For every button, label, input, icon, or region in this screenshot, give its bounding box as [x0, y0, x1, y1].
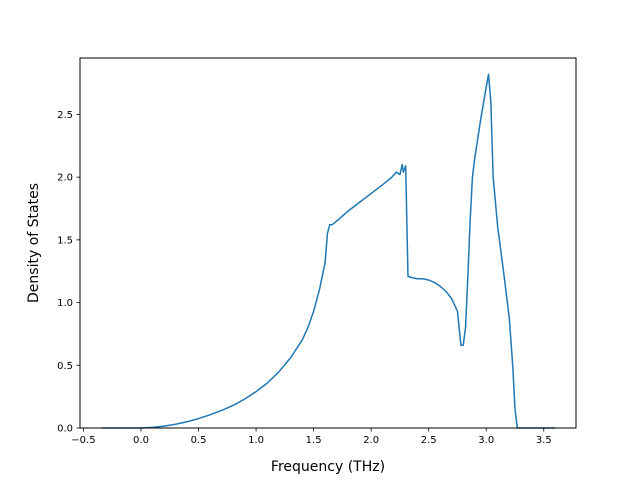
x-tick-label: 0.5 — [191, 435, 207, 446]
y-tick-label: 0.0 — [57, 424, 73, 435]
y-tick-label: 0.5 — [57, 361, 73, 372]
x-tick-label: 1.5 — [306, 435, 322, 446]
y-tick-label: 1.0 — [57, 298, 73, 309]
y-tick-label: 2.0 — [57, 173, 73, 184]
x-axis: −0.5 0.0 0.5 1.0 1.5 2.0 2.5 3.0 3.5 — [71, 428, 552, 446]
dos-series-line-0 — [101, 73, 556, 429]
plot-area — [101, 73, 556, 429]
y-axis-label: Density of States — [26, 183, 42, 303]
x-tick-label: 3.0 — [478, 435, 494, 446]
x-tick-label: 2.0 — [363, 435, 379, 446]
x-tick-label: 1.0 — [248, 435, 264, 446]
x-axis-label: Frequency (THz) — [271, 459, 385, 475]
axes-frame — [79, 57, 577, 429]
x-tick-label: 3.5 — [536, 435, 552, 446]
x-tick-label: 0.0 — [133, 435, 149, 446]
x-tick-label: −0.5 — [71, 435, 95, 446]
y-tick-label: 1.5 — [57, 235, 73, 246]
y-tick-label: 2.5 — [57, 110, 73, 121]
x-tick-label: 2.5 — [421, 435, 437, 446]
y-axis: 0.0 0.5 1.0 1.5 2.0 2.5 — [57, 110, 80, 435]
